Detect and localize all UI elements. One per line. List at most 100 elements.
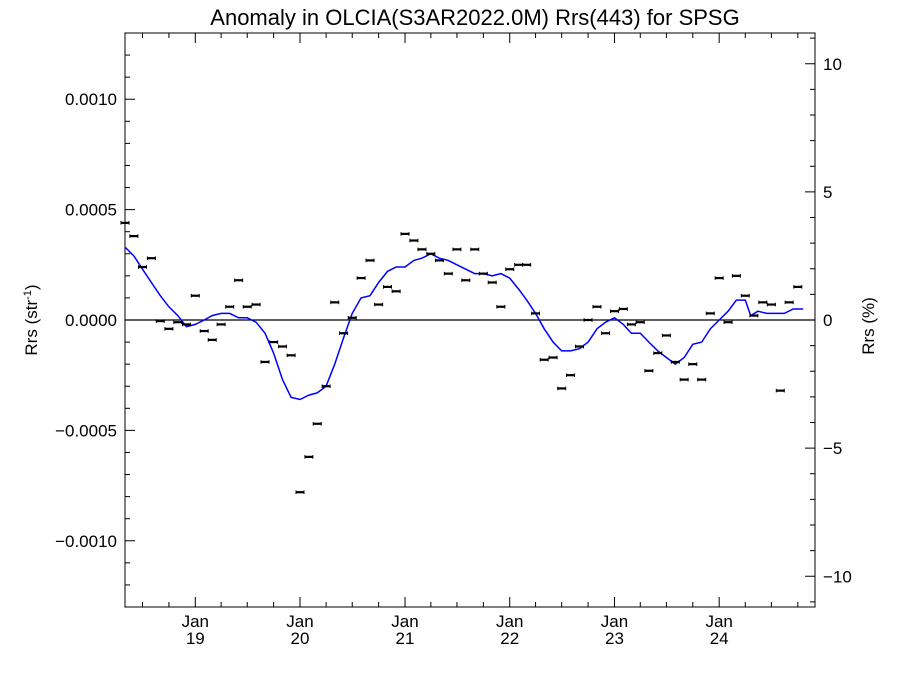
- x-tick-label-year: 22: [500, 629, 519, 648]
- anomaly-point: [120, 221, 130, 225]
- anomaly-point: [339, 331, 349, 336]
- anomaly-point: [443, 271, 453, 276]
- left-tick-label: 0.0005: [65, 201, 117, 220]
- anomaly-point: [470, 247, 480, 252]
- anomaly-point: [618, 307, 628, 311]
- anomaly-point: [566, 373, 576, 377]
- anomaly-point: [766, 302, 776, 307]
- anomaly-point: [312, 421, 322, 426]
- anomaly-point: [758, 300, 768, 305]
- anomaly-point: [670, 360, 680, 364]
- anomaly-point: [714, 276, 724, 280]
- anomaly-point: [234, 278, 244, 283]
- anomaly-point: [688, 362, 698, 366]
- x-tick-label-year: 20: [291, 629, 310, 648]
- anomaly-point: [330, 300, 340, 305]
- anomaly-point: [697, 377, 707, 382]
- anomaly-point: [793, 285, 803, 289]
- anomaly-point: [749, 313, 759, 318]
- anomaly-point: [461, 278, 471, 283]
- left-tick-label: −0.0010: [55, 532, 117, 551]
- anomaly-point: [522, 263, 532, 267]
- anomaly-point: [260, 360, 270, 364]
- anomaly-point: [374, 302, 384, 307]
- anomaly-point: [653, 351, 663, 355]
- anomaly-point: [784, 300, 794, 305]
- anomaly-point: [478, 271, 488, 276]
- anomaly-point: [740, 293, 750, 298]
- anomaly-point: [661, 333, 671, 338]
- anomaly-point: [705, 311, 715, 316]
- anomaly-point: [635, 320, 645, 325]
- anomaly-point: [347, 315, 357, 320]
- anomaly-point: [487, 280, 497, 285]
- x-tick-label-month: Jan: [705, 612, 732, 631]
- anomaly-point: [514, 263, 524, 267]
- anomaly-point: [321, 384, 331, 389]
- right-tick-label: −10: [823, 567, 852, 586]
- left-axis-label: Rrs (str-1): [22, 284, 41, 355]
- anomaly-point: [225, 304, 235, 309]
- anomaly-point: [138, 265, 148, 269]
- anomaly-point: [155, 319, 165, 323]
- anomaly-point: [434, 258, 444, 263]
- x-tick-label-month: Jan: [286, 612, 313, 631]
- monthly-anomaly-points: [120, 221, 803, 494]
- anomaly-point: [644, 368, 654, 373]
- anomaly-point: [574, 344, 584, 349]
- x-tick-label-month: Jan: [601, 612, 628, 631]
- anomaly-point: [146, 256, 156, 260]
- anomaly-point: [199, 329, 209, 333]
- anomaly-point: [295, 490, 305, 494]
- x-tick-label-month: Jan: [496, 612, 523, 631]
- anomaly-point: [269, 340, 279, 344]
- anomaly-point: [626, 322, 636, 327]
- anomaly-point: [391, 289, 401, 294]
- anomaly-point: [409, 238, 419, 243]
- anomaly-point: [400, 232, 410, 236]
- anomaly-point: [775, 388, 785, 393]
- running-mean-line: [124, 246, 804, 401]
- anomaly-point: [365, 258, 375, 263]
- right-tick-label: 10: [823, 55, 842, 74]
- left-tick-label: 0.0010: [65, 90, 117, 109]
- anomaly-point: [496, 304, 506, 309]
- anomaly-point: [592, 304, 602, 309]
- chart-title: Anomaly in OLCIA(S3AR2022.0M) Rrs(443) f…: [210, 5, 739, 30]
- anomaly-point: [601, 331, 611, 336]
- anomaly-point: [190, 293, 200, 298]
- anomaly-point: [251, 302, 261, 307]
- right-axis-label: Rrs (%): [859, 297, 878, 355]
- anomaly-point: [539, 357, 549, 362]
- x-tick-label-year: 23: [605, 629, 624, 648]
- anomaly-point: [242, 304, 252, 309]
- anomaly-point: [531, 311, 541, 316]
- left-tick-label: 0.0000: [65, 311, 117, 330]
- anomaly-point: [164, 327, 174, 331]
- x-tick-label-year: 21: [396, 629, 415, 648]
- anomaly-point: [426, 251, 436, 256]
- x-tick-label-month: Jan: [182, 612, 209, 631]
- x-tick-label-month: Jan: [391, 612, 418, 631]
- anomaly-point: [723, 320, 733, 325]
- left-axis: −0.0010 −0.0005 0.0000 0.0005 0.0010: [55, 32, 135, 586]
- anomaly-point: [304, 455, 314, 459]
- anomaly-point: [356, 276, 366, 280]
- anomaly-point: [207, 338, 217, 342]
- anomaly-point: [557, 386, 567, 391]
- anomaly-point: [383, 285, 393, 289]
- anomaly-point: [286, 353, 296, 358]
- anomaly-point: [216, 322, 226, 327]
- anomaly-point: [173, 320, 183, 325]
- anomaly-point: [583, 318, 593, 322]
- x-tick-label-year: 24: [710, 629, 729, 648]
- right-axis: −10 −5 0 5 10: [805, 37, 852, 603]
- anomaly-point: [609, 309, 619, 313]
- anomaly-point: [679, 377, 689, 382]
- right-tick-label: −5: [823, 439, 842, 458]
- right-tick-label: 5: [823, 183, 832, 202]
- anomaly-point: [278, 344, 288, 349]
- anomaly-point: [505, 267, 515, 272]
- anomaly-point: [731, 274, 741, 278]
